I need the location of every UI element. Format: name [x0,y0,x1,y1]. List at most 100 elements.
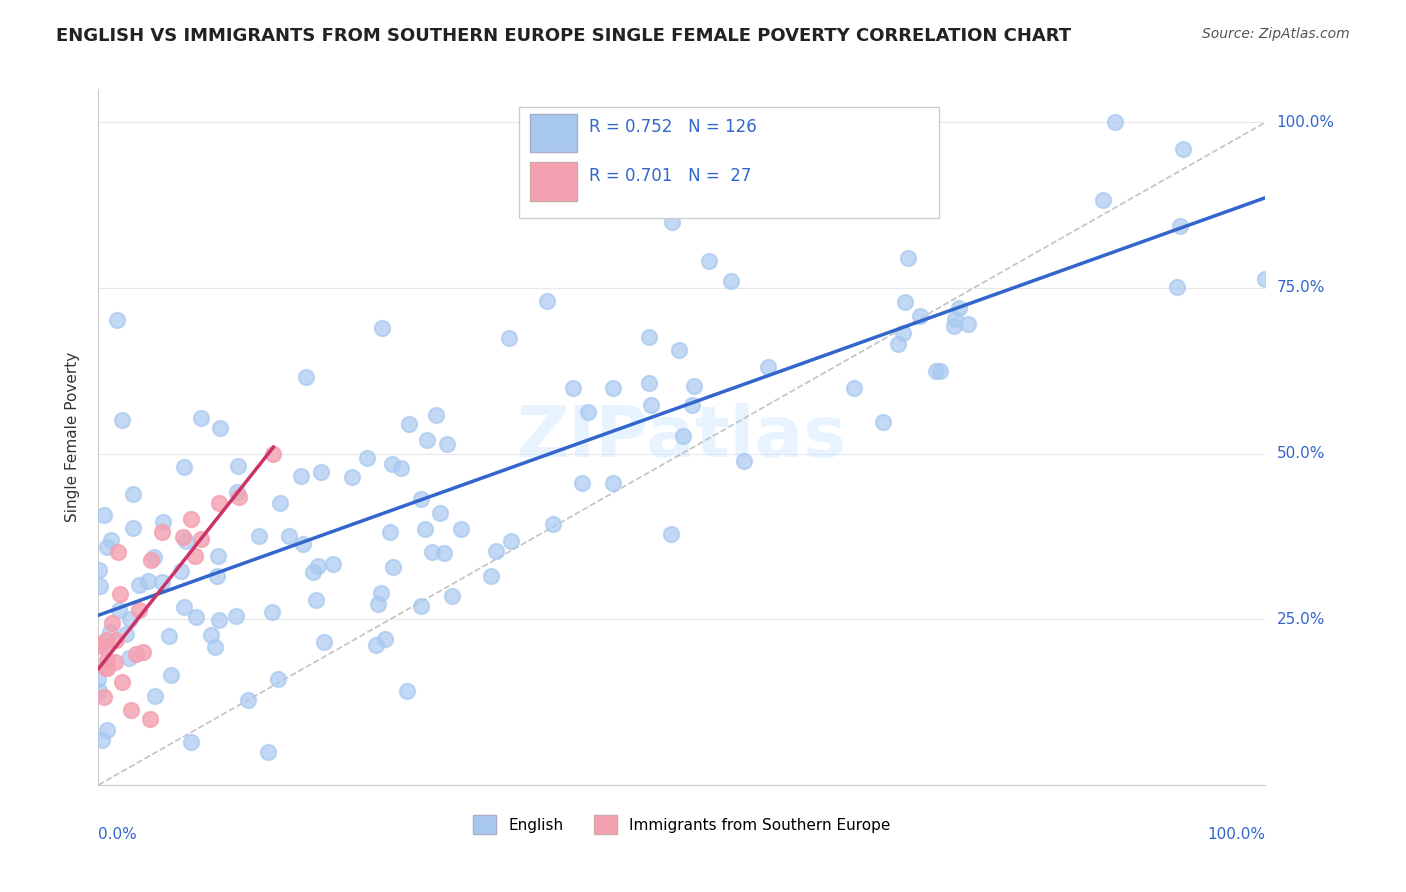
Point [485,544,508,558]
Point [681,398,703,412]
Point [943,312,966,326]
Point [262,447,284,461]
Point [150,575,173,590]
Point [87,638,110,652]
Point [89,578,111,592]
Point [96,652,118,666]
Point [89,564,111,578]
Point [576,405,599,419]
Point [756,360,779,375]
Point [420,544,443,558]
Point [1171,142,1194,156]
FancyBboxPatch shape [530,162,576,201]
Point [93,640,115,654]
Point [893,326,915,340]
Point [184,549,207,563]
Point [225,609,247,624]
Point [501,533,523,548]
Point [305,592,328,607]
Point [205,568,228,582]
Point [720,274,742,288]
Point [872,415,894,429]
Point [682,379,704,393]
Point [93,508,115,522]
Point [190,533,212,547]
Y-axis label: Single Female Poverty: Single Female Poverty [65,352,80,522]
Point [364,639,387,653]
Point [637,330,659,344]
Point [98,624,121,639]
Point [356,450,378,465]
Point [118,612,141,626]
FancyBboxPatch shape [519,106,939,218]
Point [957,318,980,332]
Point [247,529,270,543]
Point [186,610,208,624]
Point [543,516,565,531]
Point [381,457,404,471]
Point [108,603,131,617]
Point [413,522,436,536]
Point [416,434,439,448]
Point [96,723,118,738]
Point [207,549,229,564]
Point [267,672,290,686]
Point [208,496,231,510]
Point [90,637,112,651]
Point [173,460,195,475]
Point [371,321,394,335]
Point [120,703,142,717]
Point [128,578,150,592]
Point [257,745,280,759]
Point [143,689,166,703]
Point [1254,272,1277,286]
Point [925,364,948,378]
Point [104,655,127,669]
Point [225,484,247,499]
Text: ENGLISH VS IMMIGRANTS FROM SOUTHERN EUROPE SINGLE FEMALE POVERTY CORRELATION CHA: ENGLISH VS IMMIGRANTS FROM SOUTHERN EURO… [56,27,1071,45]
Point [96,540,118,554]
Point [180,511,202,525]
Point [170,565,193,579]
Point [668,343,690,357]
Point [96,661,118,675]
Point [108,587,131,601]
Point [948,301,970,315]
Point [1166,279,1188,293]
Point [176,533,198,548]
Point [409,599,432,614]
Point [142,550,165,565]
Point [260,605,283,619]
Point [228,490,250,504]
Point [94,632,117,647]
Point [301,565,323,579]
Point [105,312,128,326]
Point [128,603,150,617]
Point [370,586,392,600]
Legend: English, Immigrants from Southern Europe: English, Immigrants from Southern Europe [467,809,897,840]
Point [204,640,226,654]
Point [498,331,520,345]
Text: 50.0%: 50.0% [1277,446,1324,461]
Point [160,667,183,681]
Point [269,496,291,510]
Point [908,309,931,323]
Point [93,690,115,705]
Point [115,627,138,641]
Text: ZIPatlas: ZIPatlas [517,402,846,472]
Point [374,632,396,647]
Text: 25.0%: 25.0% [1277,612,1324,627]
Point [571,475,593,490]
Point [638,376,661,390]
Point [928,364,950,378]
Point [122,521,145,535]
Point [132,645,155,659]
Point [173,600,195,615]
Point [411,492,433,507]
Point [105,633,128,648]
Point [479,569,502,583]
Point [894,295,917,310]
Point [425,408,447,422]
Point [733,454,755,468]
Point [200,627,222,641]
